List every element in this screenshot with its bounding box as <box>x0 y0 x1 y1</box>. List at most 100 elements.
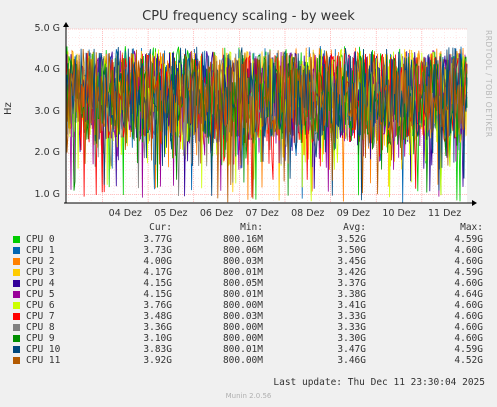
legend-swatch <box>13 324 20 331</box>
legend-row: CPU 0 3.77G 800.16M 3.52G 4.59G <box>0 234 497 245</box>
x-tick-label: 09 Dez <box>336 208 371 219</box>
legend-header-avg: Avg: <box>343 222 366 233</box>
legend-value-max: 4.60G <box>454 322 483 333</box>
legend-value-avg: 3.30G <box>337 333 366 344</box>
series-line-cpu-11 <box>65 48 468 203</box>
legend-series-name: CPU 6 <box>26 300 55 311</box>
legend-value-avg: 3.45G <box>337 256 366 267</box>
x-tick-label: 05 Dez <box>154 208 188 219</box>
legend-value-avg: 3.33G <box>337 311 366 322</box>
legend-value-max: 4.59G <box>454 234 483 245</box>
legend-value-max: 4.59G <box>454 344 483 355</box>
legend-value-cur: 3.48G <box>143 311 172 322</box>
legend-value-cur: 3.92G <box>143 355 172 366</box>
legend-row: CPU 3 4.17G 800.01M 3.42G 4.59G <box>0 267 497 278</box>
y-tick-label: 5.0 G <box>34 23 61 34</box>
legend-swatch <box>13 291 20 298</box>
x-tick-label: 07 Dez <box>245 208 279 219</box>
legend-row: CPU 8 3.36G 800.00M 3.33G 4.60G <box>0 322 497 333</box>
legend-swatch <box>13 346 20 353</box>
legend-value-avg: 3.38G <box>337 289 366 300</box>
legend-value-min: 800.00M <box>222 333 263 344</box>
y-tick-label: 2.0 G <box>34 147 61 159</box>
y-tick-label: 3.0 G <box>34 105 61 117</box>
legend-value-min: 800.05M <box>222 278 263 289</box>
legend-swatch <box>13 302 20 309</box>
legend-value-max: 4.59G <box>454 267 483 278</box>
series-line-cpu-10 <box>65 46 468 201</box>
legend-value-avg: 3.46G <box>337 355 366 366</box>
legend-row: CPU 7 3.48G 800.03M 3.33G 4.60G <box>0 311 497 322</box>
x-tick-label: 04 Dez <box>108 208 142 219</box>
legend-value-avg: 3.52G <box>337 234 366 245</box>
rrdtool-credit: RRDTOOL / TOBI OETIKER <box>484 30 493 138</box>
legend-swatch <box>13 269 20 276</box>
legend-row: CPU 4 4.15G 800.05M 3.37G 4.60G <box>0 278 497 289</box>
y-tick-label: 4.0 G <box>34 64 61 76</box>
legend-row: CPU 11 3.92G 800.00M 3.46G 4.52G <box>0 355 497 366</box>
plot-area <box>63 22 477 206</box>
chart-title: CPU frequency scaling - by week <box>142 9 355 24</box>
series-line-cpu-9 <box>65 53 468 196</box>
legend-value-max: 4.52G <box>454 355 483 366</box>
legend-series-name: CPU 8 <box>26 322 55 333</box>
legend-value-max: 4.60G <box>454 278 483 289</box>
legend-value-avg: 3.50G <box>337 245 366 256</box>
legend-row: CPU 2 4.00G 800.03M 3.45G 4.60G <box>0 256 497 267</box>
legend-value-max: 4.60G <box>454 333 483 344</box>
legend-value-cur: 3.73G <box>143 245 172 256</box>
legend-value-min: 800.03M <box>222 256 263 267</box>
y-tick-label: 1.0 G <box>34 188 61 200</box>
legend-value-cur: 3.76G <box>143 300 172 311</box>
legend-series-name: CPU 7 <box>26 311 55 322</box>
legend-swatch <box>13 247 20 254</box>
legend-value-cur: 3.83G <box>143 344 172 355</box>
legend-value-avg: 3.42G <box>337 267 366 278</box>
legend-header-cur: Cur: <box>149 222 172 233</box>
legend-swatch <box>13 335 20 342</box>
y-axis-arrow <box>63 22 69 27</box>
legend-swatch <box>13 280 20 287</box>
legend-swatch <box>13 313 20 320</box>
legend-series-name: CPU 3 <box>26 267 55 278</box>
legend-value-cur: 4.00G <box>143 256 172 267</box>
legend-value-min: 800.03M <box>222 311 263 322</box>
x-tick-label: 08 Dez <box>291 208 325 219</box>
legend-row: CPU 9 3.10G 800.00M 3.30G 4.60G <box>0 333 497 344</box>
legend-value-cur: 3.10G <box>143 333 172 344</box>
legend-series-name: CPU 11 <box>26 355 61 366</box>
last-update: Last update: Thu Dec 11 23:30:04 2025 <box>273 377 485 388</box>
legend-value-avg: 3.41G <box>337 300 366 311</box>
legend-row: CPU 10 3.83G 800.01M 3.47G 4.59G <box>0 344 497 355</box>
legend-value-cur: 4.17G <box>143 267 172 278</box>
legend-series-name: CPU 4 <box>26 278 55 289</box>
x-tick-label: 06 Dez <box>199 208 234 219</box>
legend-header-min: Min: <box>240 222 263 233</box>
legend-row: CPU 6 3.76G 800.00M 3.41G 4.60G <box>0 300 497 311</box>
legend-header-max: Max: <box>460 222 483 233</box>
legend-value-cur: 3.77G <box>143 234 172 245</box>
legend-value-min: 800.00M <box>222 322 263 333</box>
x-axis-arrow <box>472 200 477 206</box>
legend-value-avg: 3.33G <box>337 322 366 333</box>
munin-version: Munin 2.0.56 <box>225 392 272 400</box>
x-tick-label: 11 Dez <box>428 208 462 219</box>
legend-series-name: CPU 10 <box>26 344 61 355</box>
legend-value-min: 800.06M <box>222 245 263 256</box>
legend-series-name: CPU 9 <box>26 333 55 344</box>
legend-value-avg: 3.37G <box>337 278 366 289</box>
legend-row: CPU 1 3.73G 800.06M 3.50G 4.60G <box>0 245 497 256</box>
legend-value-max: 4.60G <box>454 245 483 256</box>
legend-value-min: 800.00M <box>222 300 263 311</box>
legend-row: CPU 5 4.15G 800.01M 3.38G 4.64G <box>0 289 497 300</box>
legend-swatch <box>13 357 20 364</box>
legend-swatch <box>13 258 20 265</box>
legend-value-cur: 4.15G <box>143 278 172 289</box>
legend-value-min: 800.01M <box>222 289 263 300</box>
legend-value-cur: 4.15G <box>143 289 172 300</box>
legend-value-min: 800.16M <box>222 234 263 245</box>
legend-value-min: 800.00M <box>222 355 263 366</box>
legend-series-name: CPU 1 <box>26 245 55 256</box>
legend-series-name: CPU 0 <box>26 234 55 245</box>
